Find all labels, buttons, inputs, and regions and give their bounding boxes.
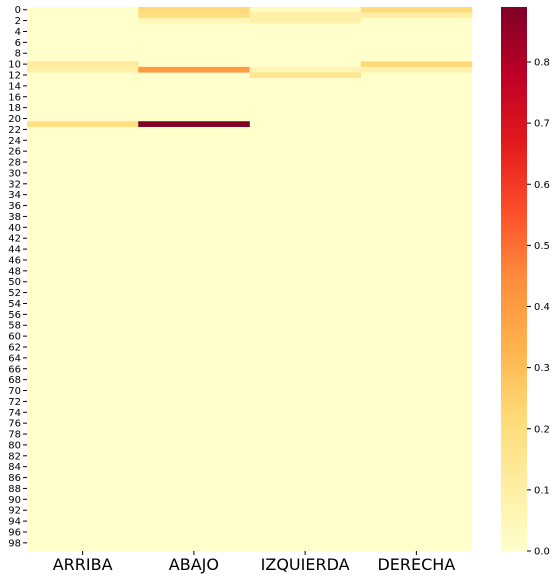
- heatmap-cell: [249, 17, 362, 24]
- y-tick-label: 56: [8, 310, 21, 321]
- y-tick-label: 2: [15, 16, 21, 27]
- colorbar-tick-label: 0.0: [534, 547, 550, 558]
- y-tick-label: 58: [8, 321, 21, 332]
- heatmap-cell: [249, 66, 362, 73]
- y-axis: 0246810121416182022242628303234363840424…: [8, 5, 27, 549]
- y-tick-label: 28: [8, 158, 21, 169]
- colorbar-gradient: [501, 7, 527, 551]
- y-tick-label: 38: [8, 212, 21, 223]
- y-tick-label: 4: [15, 27, 21, 38]
- y-tick-label: 42: [8, 234, 21, 245]
- colorbar-tick-label: 0.6: [534, 180, 550, 191]
- y-tick-label: 86: [8, 473, 21, 484]
- y-tick-label: 0: [15, 5, 21, 16]
- x-tick-label: ARRIBA: [53, 555, 113, 574]
- y-tick-label: 24: [8, 136, 21, 147]
- y-tick-label: 54: [8, 299, 21, 310]
- y-tick-label: 44: [8, 245, 21, 256]
- y-tick-label: 76: [8, 419, 21, 430]
- y-tick-label: 90: [8, 495, 21, 506]
- y-tick-label: 32: [8, 179, 21, 190]
- y-tick-label: 40: [8, 223, 21, 234]
- y-tick-label: 8: [15, 49, 21, 60]
- x-tick-label: DERECHA: [377, 555, 455, 574]
- heatmap-cell: [138, 7, 250, 13]
- y-tick-label: 80: [8, 440, 21, 451]
- heatmap-cell: [138, 12, 250, 19]
- x-tick-label: ABAJO: [169, 555, 219, 574]
- y-tick-label: 94: [8, 517, 21, 528]
- x-axis: ARRIBA ABAJO IZQUIERDA DERECHA: [53, 551, 455, 574]
- y-tick-label: 64: [8, 353, 21, 364]
- y-tick-label: 72: [8, 397, 21, 408]
- heatmap-cell: [138, 121, 250, 127]
- y-tick-label: 52: [8, 288, 21, 299]
- y-tick-label: 96: [8, 527, 21, 538]
- y-tick-label: 66: [8, 364, 21, 375]
- colorbar-tick-label: 0.8: [534, 58, 550, 69]
- y-tick-label: 62: [8, 343, 21, 354]
- y-tick-label: 36: [8, 201, 21, 212]
- y-tick-label: 68: [8, 375, 21, 386]
- y-tick-label: 48: [8, 266, 21, 277]
- y-tick-label: 16: [8, 92, 21, 103]
- heatmap-cell: [249, 72, 362, 79]
- heatmap-cell: [27, 66, 139, 73]
- heatmap-cell: [360, 12, 473, 19]
- heatmap-plot-area: [27, 7, 473, 551]
- y-tick-label: 82: [8, 451, 21, 462]
- colorbar: [501, 7, 527, 551]
- heatmap-background: [27, 7, 472, 551]
- heatmap-cell: [27, 61, 139, 68]
- y-tick-label: 20: [8, 114, 21, 125]
- colorbar-tick-label: 0.4: [534, 302, 550, 313]
- y-tick-label: 18: [8, 103, 21, 114]
- y-tick-label: 12: [8, 71, 21, 82]
- y-tick-label: 46: [8, 255, 21, 266]
- y-tick-label: 98: [8, 538, 21, 549]
- y-tick-label: 84: [8, 462, 21, 473]
- heatmap-cell: [360, 7, 473, 13]
- y-tick-label: 6: [15, 38, 21, 49]
- heatmap-cell: [27, 121, 139, 127]
- y-tick-label: 22: [8, 125, 21, 136]
- heatmap-cell: [360, 66, 473, 73]
- colorbar-tick-label: 0.1: [534, 485, 550, 496]
- y-tick-label: 34: [8, 190, 21, 201]
- y-tick-label: 70: [8, 386, 21, 397]
- colorbar-tick-label: 0.2: [534, 424, 550, 435]
- y-tick-label: 14: [8, 81, 21, 92]
- y-tick-label: 50: [8, 277, 21, 288]
- y-tick-label: 10: [8, 60, 21, 71]
- heatmap-cell: [138, 17, 250, 24]
- x-tick-label: IZQUIERDA: [261, 555, 350, 574]
- colorbar-axis: 0.0 0.1 0.2 0.3 0.4 0.5 0.6 0.7 0.8: [527, 58, 550, 558]
- y-tick-label: 88: [8, 484, 21, 495]
- y-tick-label: 26: [8, 147, 21, 158]
- y-tick-label: 60: [8, 332, 21, 343]
- y-tick-label: 30: [8, 168, 21, 179]
- colorbar-tick-label: 0.7: [534, 119, 550, 130]
- heatmap-cell: [360, 61, 473, 68]
- heatmap-cell: [138, 66, 250, 73]
- y-tick-label: 92: [8, 506, 21, 517]
- y-tick-label: 78: [8, 430, 21, 441]
- colorbar-tick-label: 0.3: [534, 363, 550, 374]
- y-tick-label: 74: [8, 408, 21, 419]
- heatmap-cell: [249, 7, 362, 13]
- colorbar-tick-label: 0.5: [534, 241, 550, 252]
- heatmap-cell: [249, 12, 362, 19]
